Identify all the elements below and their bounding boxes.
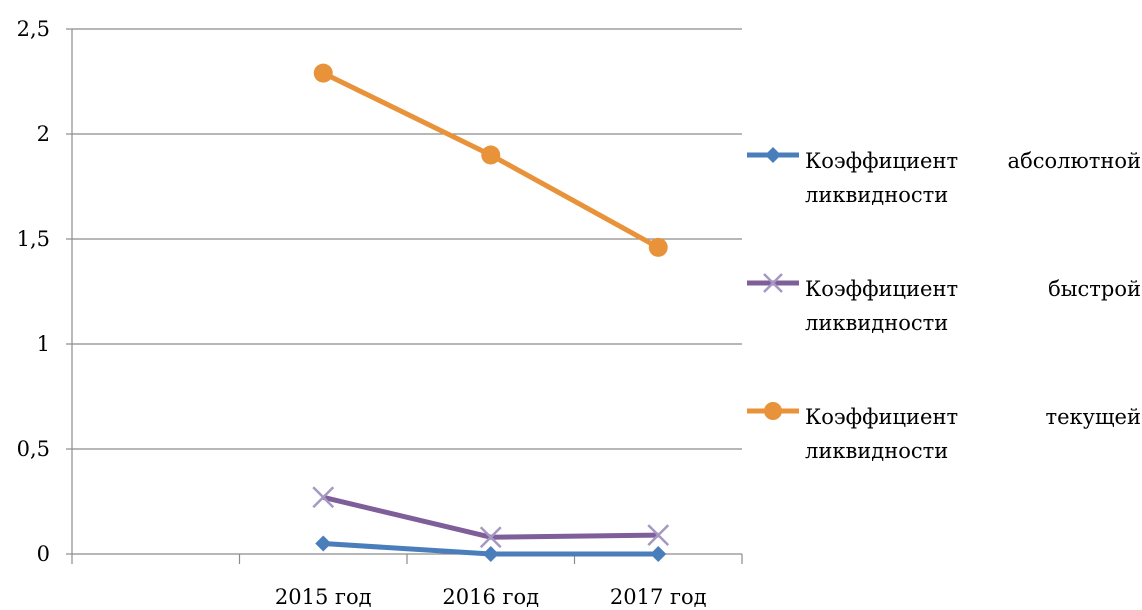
data-point — [479, 526, 502, 549]
data-point — [650, 546, 667, 562]
legend-label-current: Коэффициент текущей ликвидности — [805, 405, 1141, 463]
data-point — [647, 524, 670, 546]
legend-item-current: Коэффициент текущей ликвидности — [745, 396, 1142, 524]
y-tick-label: 0 — [37, 542, 50, 566]
data-point — [648, 237, 668, 257]
data-point — [312, 486, 335, 509]
legend: Коэффициент абсолютной ликвидности Коэфф… — [745, 140, 1142, 524]
y-tick-label: 1,5 — [17, 227, 50, 251]
legend-label-absolute: Коэффициент абсолютной ликвидности — [805, 149, 1141, 207]
data-point — [313, 63, 333, 83]
legend-label-quick: Коэффициент быстрой ликвидности — [805, 277, 1141, 335]
y-tick-label: 0,5 — [17, 437, 50, 461]
line-chart: 0 0,5 1 1,5 2 2,5 2015 год 2016 год 2017 год — [17, 17, 743, 609]
legend-item-quick: Коэффициент быстрой ликвидности — [745, 268, 1142, 396]
x-tick-label: 2017 год — [610, 585, 707, 609]
legend-marker-quick — [747, 273, 799, 293]
y-tick-label: 2,5 — [17, 17, 50, 41]
data-point — [315, 535, 332, 552]
legend-item-absolute: Коэффициент абсолютной ликвидности — [745, 140, 1142, 268]
legend-marker-current — [747, 402, 799, 420]
data-point — [482, 546, 499, 562]
series-line — [322, 494, 659, 540]
grid-lines — [72, 28, 742, 450]
series-lines — [312, 63, 670, 562]
legend-marker-absolute — [747, 147, 799, 163]
x-tick-label: 2015 год — [275, 585, 372, 609]
x-tick-label: 2016 год — [442, 585, 539, 609]
x-axis-tick-labels: 2015 год 2016 год 2017 год — [275, 585, 707, 609]
y-tick-label: 1 — [37, 332, 50, 356]
y-axis-tick-labels: 0 0,5 1 1,5 2 2,5 — [17, 17, 50, 566]
y-tick-label: 2 — [37, 122, 50, 146]
axes — [66, 28, 743, 564]
data-point — [481, 145, 501, 165]
